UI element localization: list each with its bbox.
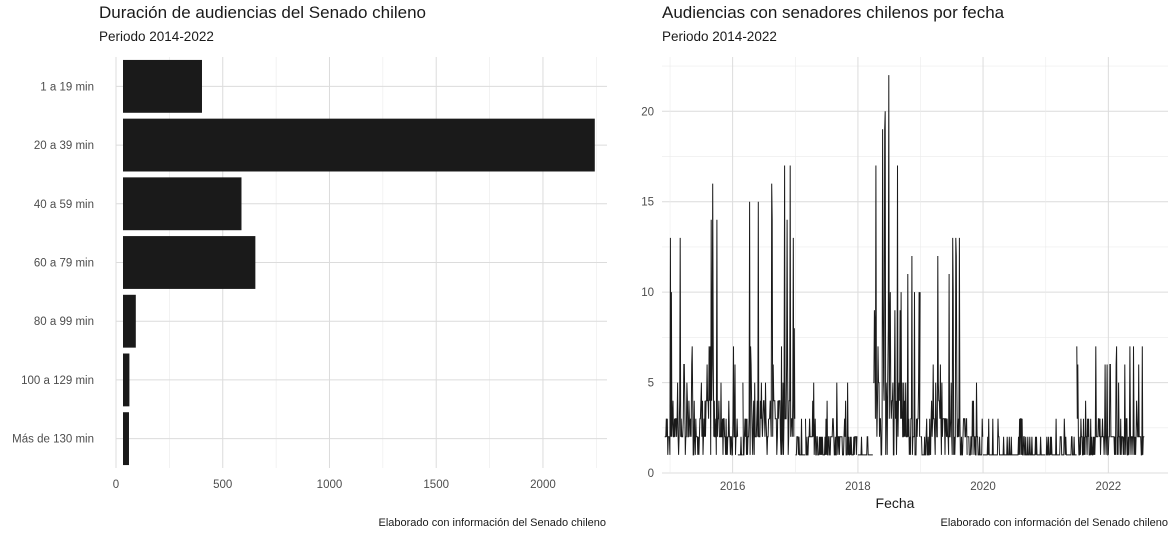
- series-line-segment: [726, 346, 739, 456]
- y-tick-label: Más de 130 min: [12, 434, 94, 446]
- series-line-segment: [857, 436, 873, 456]
- x-tick-label: 2022: [1096, 481, 1122, 493]
- chart-subtitle: Periodo 2014-2022: [662, 29, 777, 44]
- series-line-segment: [690, 183, 728, 456]
- x-tick-label: 2016: [720, 481, 746, 493]
- x-tick-label: 2020: [970, 481, 996, 493]
- bar: [123, 412, 129, 466]
- y-tick-label: 60 a 79 min: [34, 258, 94, 270]
- duration-bar-chart-panel: Duración de audiencias del Senado chilen…: [12, 3, 607, 529]
- series-line-segment: [1107, 346, 1145, 456]
- y-tick-label: 20: [641, 106, 654, 118]
- bar: [123, 118, 595, 172]
- bar: [123, 294, 136, 348]
- series-line-segment: [967, 382, 984, 456]
- series-line-segment: [664, 237, 691, 455]
- chart-title: Duración de audiencias del Senado chilen…: [99, 3, 427, 22]
- bar: [123, 59, 202, 113]
- x-tick-label: 2018: [845, 481, 871, 493]
- y-tick-label: 0: [648, 468, 654, 480]
- y-tick-label: 5: [648, 378, 654, 390]
- series-line-segment: [920, 418, 931, 456]
- series-line-segment: [737, 436, 743, 456]
- y-tick-label: 80 a 99 min: [34, 316, 94, 328]
- x-tick-label: 500: [213, 479, 232, 491]
- series-line-segment: [742, 201, 770, 456]
- series-line-segment: [769, 165, 796, 455]
- x-tick-label: 0: [113, 479, 119, 491]
- series-line-segment: [899, 255, 921, 456]
- x-tick-label: 1500: [423, 479, 449, 491]
- series-line-segment: [1076, 346, 1109, 456]
- line-chart-svg: 0 5 10 15 20 2016 2018 2020 2022 Fecha: [641, 57, 1168, 511]
- bar: [123, 177, 242, 231]
- series-line-segment: [805, 382, 858, 456]
- y-tick-label: 15: [641, 197, 654, 209]
- chart-title: Audiencias con senadores chilenos por fe…: [662, 3, 1005, 22]
- bar: [123, 236, 256, 289]
- series-line-segment: [1045, 418, 1077, 456]
- y-tick-label: 1 a 19 min: [40, 81, 94, 93]
- y-tick-label: 100 a 129 min: [21, 375, 94, 387]
- y-tick-label: 20 a 39 min: [34, 140, 94, 152]
- series-line-segment: [983, 418, 1046, 456]
- date-line-chart-panel: Audiencias con senadores chilenos por fe…: [612, 0, 1174, 537]
- chart-caption: Elaborado con información del Senado chi…: [378, 517, 607, 529]
- y-tick-label: 10: [641, 287, 654, 299]
- y-tick-label: 40 a 59 min: [34, 199, 94, 211]
- chart-subtitle: Periodo 2014-2022: [99, 29, 214, 44]
- chart-caption: Elaborado con información del Senado chi…: [940, 517, 1169, 529]
- series-line-segment: [930, 237, 968, 456]
- x-tick-label: 2000: [530, 479, 556, 491]
- bar-chart-svg: 0 500 1000 1500 2000 1 a 19 min 20 a 39 min 40 …: [12, 57, 607, 491]
- series-line-segment: [873, 75, 900, 456]
- x-axis-title: Fecha: [876, 495, 915, 511]
- x-tick-label: 1000: [317, 479, 343, 491]
- bar: [123, 353, 130, 407]
- series-line-segment: [795, 418, 806, 456]
